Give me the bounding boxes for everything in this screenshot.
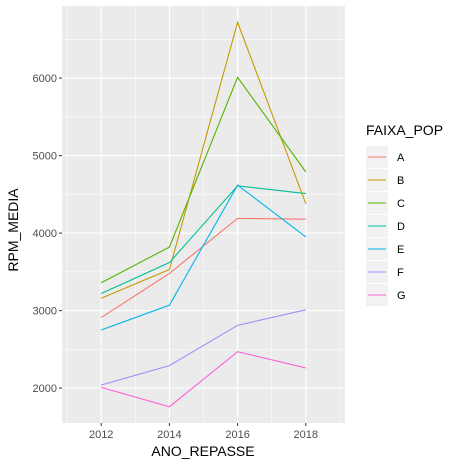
y-axis: 2000 3000 4000 5000 6000 <box>33 73 62 395</box>
legend-title: FAIXA_POP <box>366 122 443 138</box>
x-tick-label: 2016 <box>225 429 249 441</box>
series-line-d <box>100 185 306 295</box>
legend-item-e: E <box>366 238 404 260</box>
series-line-b <box>100 20 307 299</box>
legend-label: E <box>397 244 404 256</box>
x-axis-title: ANO_REPASSE <box>151 443 254 459</box>
y-tick-label: 5000 <box>33 151 57 163</box>
y-tick-label: 6000 <box>33 73 57 85</box>
y-tick-label: 4000 <box>33 228 57 240</box>
legend-item-f: F <box>366 261 404 283</box>
legend-item-d: D <box>366 215 405 237</box>
legend-item-c: C <box>366 192 405 214</box>
x-tick-label: 2018 <box>294 429 318 441</box>
y-tick-label: 3000 <box>33 306 57 318</box>
legend-item-b: B <box>366 169 404 191</box>
legend-label: G <box>397 290 406 302</box>
y-tick-label: 2000 <box>33 383 57 395</box>
major-grid <box>62 6 345 423</box>
legend-item-a: A <box>366 146 405 168</box>
x-tick-label: 2012 <box>89 429 113 441</box>
x-axis: 2012 2014 2016 2018 <box>89 423 318 441</box>
x-tick-label: 2014 <box>157 429 181 441</box>
series-line-f <box>101 309 306 386</box>
legend-label: C <box>397 198 405 210</box>
legend-item-g: G <box>366 284 406 306</box>
series-line-g <box>101 351 306 408</box>
y-axis-title: RPM_MEDIA <box>5 188 21 272</box>
series-lines <box>100 20 307 408</box>
legend-label: B <box>397 175 404 187</box>
minor-grid <box>62 6 345 423</box>
legend-label: F <box>397 267 404 279</box>
series-line-e <box>101 184 307 331</box>
series-line-c <box>100 76 307 284</box>
legend-label: D <box>397 221 405 233</box>
legend-label: A <box>397 152 405 164</box>
